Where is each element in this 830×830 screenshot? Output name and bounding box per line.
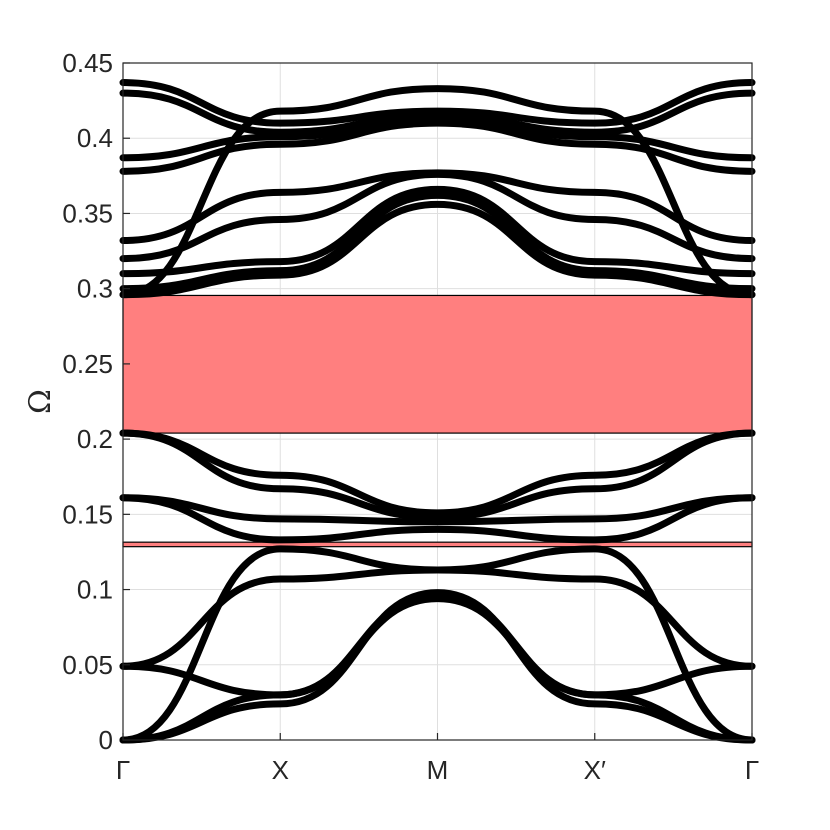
band-curve-5 xyxy=(119,494,756,544)
band-curve-7 xyxy=(119,429,756,521)
y-tick-label-5: 0.25 xyxy=(62,349,113,379)
x-tick-label-2: M xyxy=(427,755,449,785)
band-curve-10 xyxy=(119,191,756,293)
x-tick-label-3: X′ xyxy=(584,755,606,785)
y-tick-label-8: 0.4 xyxy=(77,123,113,153)
x-axis-ticks: Γ X M X′ Γ xyxy=(116,733,759,785)
band-gap-0 xyxy=(122,294,753,434)
y-tick-label-0: 0 xyxy=(99,725,113,755)
dispersion-curves xyxy=(119,79,756,744)
y-tick-label-2: 0.1 xyxy=(77,575,113,605)
y-tick-label-9: 0.45 xyxy=(62,48,113,78)
band-curve-2 xyxy=(119,595,756,699)
y-tick-label-1: 0.05 xyxy=(62,650,113,680)
band-curve-18 xyxy=(119,85,756,299)
band-gap-1 xyxy=(122,541,753,548)
band-curve-6 xyxy=(119,494,756,526)
band-curve-17 xyxy=(119,79,756,127)
band-curve-16 xyxy=(119,89,756,136)
band-curve-11 xyxy=(119,185,756,278)
y-tick-label-3: 0.15 xyxy=(62,499,113,529)
x-tick-label-1: X xyxy=(272,755,289,785)
y-axis-title: Ω xyxy=(23,389,58,414)
band-curve-4 xyxy=(119,545,756,744)
x-tick-label-4: Γ xyxy=(745,755,759,785)
y-tick-label-6: 0.3 xyxy=(77,274,113,304)
band-curve-9 xyxy=(119,200,756,299)
band-curve-13 xyxy=(119,169,756,245)
band-curve-8 xyxy=(119,429,756,517)
y-tick-label-4: 0.2 xyxy=(77,424,113,454)
x-tick-label-0: Γ xyxy=(116,755,130,785)
y-tick-label-7: 0.35 xyxy=(62,198,113,228)
y-axis-ticks: 0 0.05 0.1 0.15 0.2 0.25 0.3 0.35 0.4 0.45 xyxy=(62,48,130,755)
band-gap-regions xyxy=(122,294,753,548)
band-curve-15 xyxy=(119,118,756,162)
